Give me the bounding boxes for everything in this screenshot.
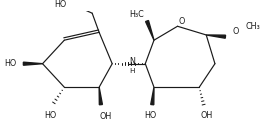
Text: O: O xyxy=(179,17,185,26)
Polygon shape xyxy=(146,20,154,40)
Text: HO: HO xyxy=(144,111,157,120)
Polygon shape xyxy=(151,87,154,105)
Text: H: H xyxy=(129,68,135,74)
Text: HO: HO xyxy=(44,111,56,120)
Text: CH₃: CH₃ xyxy=(246,22,261,31)
Text: OH: OH xyxy=(100,112,112,121)
Polygon shape xyxy=(23,62,43,65)
Polygon shape xyxy=(99,87,102,105)
Text: O: O xyxy=(233,27,239,36)
Polygon shape xyxy=(206,35,225,38)
Text: HO: HO xyxy=(54,0,66,9)
Text: N: N xyxy=(129,57,135,66)
Text: HO: HO xyxy=(4,59,16,68)
Text: H₃C: H₃C xyxy=(129,10,144,19)
Text: OH: OH xyxy=(200,111,212,120)
